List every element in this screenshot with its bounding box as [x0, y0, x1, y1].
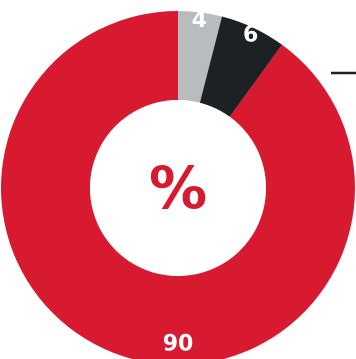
- slice-4: [178, 11, 223, 103]
- slice-6: [199, 16, 283, 117]
- donut-hole: [90, 100, 266, 276]
- slice-label-90: 90: [163, 332, 194, 357]
- center-label: %: [149, 154, 207, 222]
- slice-90: [1, 11, 355, 359]
- slice-label-4: 4: [192, 8, 207, 33]
- donut-slices: [1, 11, 355, 359]
- slice-labels: 4 6 90: [163, 8, 259, 357]
- slice-label-6: 6: [243, 23, 258, 48]
